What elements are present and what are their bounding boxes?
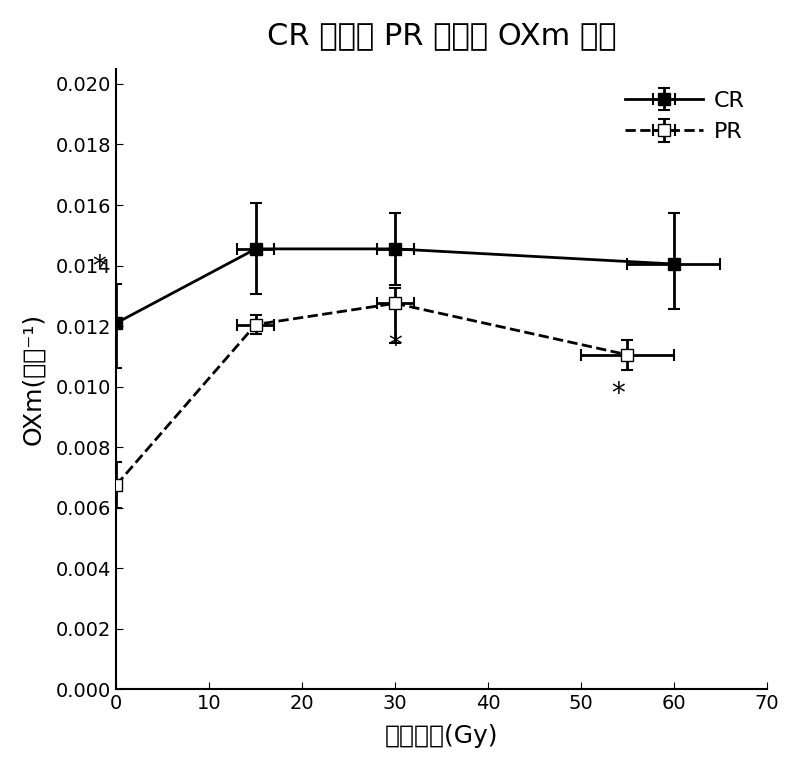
Text: *: * [93,253,106,281]
Text: *: * [388,331,402,360]
Title: CR 相对于 PR 的肉瘼 OXm 变化: CR 相对于 PR 的肉瘼 OXm 变化 [267,21,616,50]
X-axis label: 累积剑量(Gy): 累积剑量(Gy) [385,724,498,748]
Y-axis label: OXm(分钟⁻¹): OXm(分钟⁻¹) [21,313,45,445]
Text: *: * [611,380,625,408]
Legend: CR, PR: CR, PR [614,80,756,153]
